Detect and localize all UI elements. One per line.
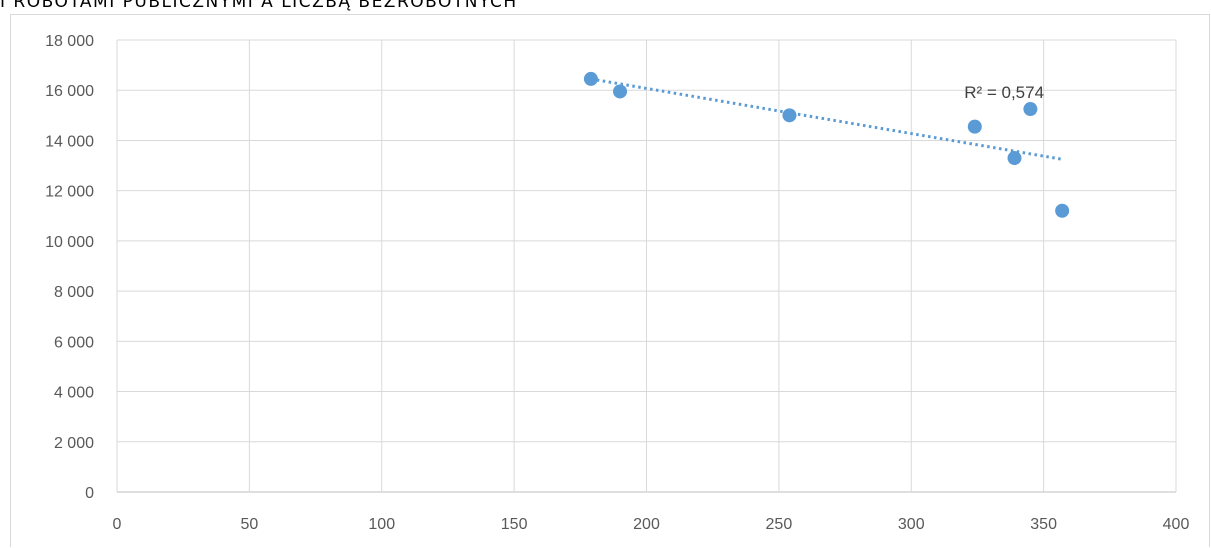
data-point bbox=[1023, 102, 1038, 117]
y-tick-label: 0 bbox=[85, 485, 94, 502]
chart-frame bbox=[10, 14, 1210, 547]
data-point bbox=[967, 119, 982, 134]
y-tick-label: 16 000 bbox=[45, 83, 94, 100]
y-tick-label: 14 000 bbox=[45, 133, 94, 150]
chart-title: I ROBOTAMI PUBLICZNYMI A LICZBĄ BEZROBOT… bbox=[0, 0, 518, 12]
y-tick-label: 8 000 bbox=[54, 284, 94, 301]
r-squared-label: R² = 0,574 bbox=[964, 83, 1044, 102]
y-tick-label: 10 000 bbox=[45, 234, 94, 251]
trendline bbox=[590, 77, 1063, 161]
x-tick-label: 150 bbox=[501, 516, 528, 533]
x-tick-label: 50 bbox=[240, 516, 258, 533]
data-point bbox=[782, 108, 797, 123]
x-tick-label: 250 bbox=[766, 516, 793, 533]
data-point bbox=[613, 84, 628, 99]
points-layer bbox=[583, 71, 1070, 218]
x-tick-label: 0 bbox=[113, 516, 122, 533]
grid-layer bbox=[116, 39, 1177, 493]
y-tick-label: 6 000 bbox=[54, 334, 94, 351]
y-tick-label: 4 000 bbox=[54, 385, 94, 402]
x-tick-label: 350 bbox=[1030, 516, 1057, 533]
y-tick-label: 2 000 bbox=[54, 435, 94, 452]
y-tick-label: 12 000 bbox=[45, 184, 94, 201]
x-tick-label: 200 bbox=[633, 516, 660, 533]
y-tick-label: 18 000 bbox=[45, 33, 94, 50]
trendline-layer bbox=[590, 77, 1063, 161]
x-tick-label: 300 bbox=[898, 516, 925, 533]
data-point bbox=[1007, 151, 1022, 166]
axis-layer: 0 2 000 4 000 6 000 8 000 10 000 12 000 14 000 1… bbox=[45, 33, 1189, 533]
x-tick-label: 100 bbox=[368, 516, 395, 533]
data-point bbox=[583, 71, 598, 86]
data-point bbox=[1055, 203, 1070, 218]
x-tick-label: 400 bbox=[1163, 516, 1190, 533]
